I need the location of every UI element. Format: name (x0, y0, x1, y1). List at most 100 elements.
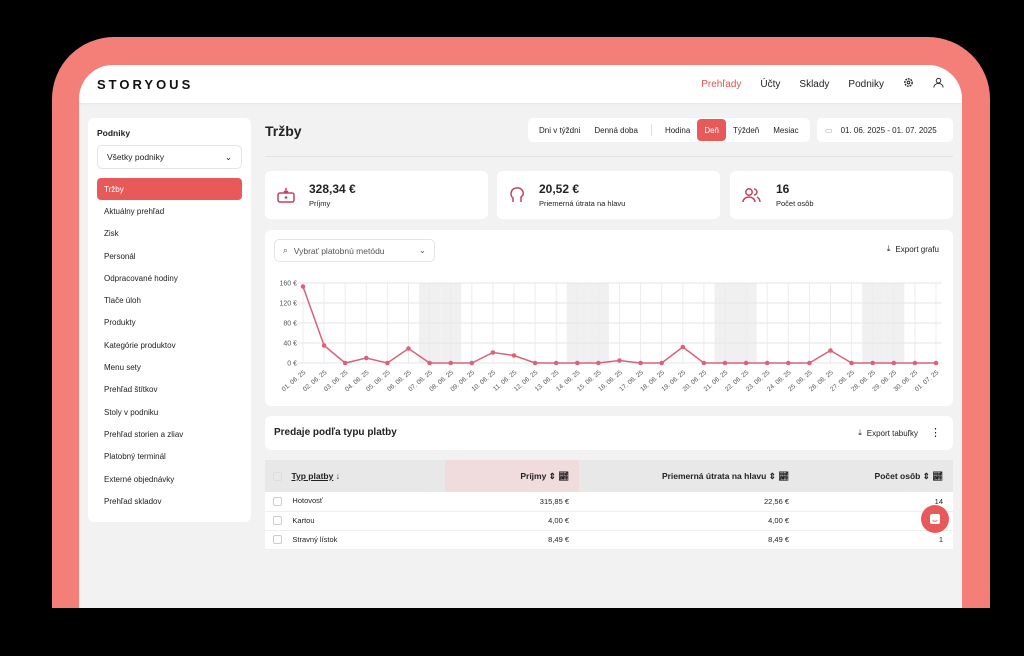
data-point (828, 348, 833, 353)
nav-podniky[interactable]: Podniky (848, 78, 884, 90)
chart-icon[interactable]: 📈︎ (778, 470, 789, 481)
kpi-guests: 16 Počet osôb (730, 171, 953, 219)
divider (265, 156, 953, 157)
nav-ucty[interactable]: Účty (760, 78, 781, 90)
table-row[interactable]: Stravný lístok 8,49 € 8,49 € 1 (265, 530, 953, 550)
table-cell: Kartou (265, 511, 445, 531)
sidebar-item[interactable]: Stoly v podniku (104, 407, 159, 417)
data-point (786, 360, 791, 366)
sidebar-item[interactable]: Tržby (97, 178, 242, 201)
data-point (617, 358, 622, 363)
segment-den[interactable]: Deň (697, 119, 726, 141)
table-cell: 14 (799, 492, 953, 512)
col-avg-spend[interactable]: Priemerná útrata na hlavu ⇕ 📈︎ (579, 460, 799, 492)
date-range-value: 01. 06. 2025 - 01. 07. 2025 (840, 125, 937, 135)
sidebar-item[interactable]: Odpracované hodiny (104, 273, 178, 283)
user-icon[interactable] (933, 77, 944, 91)
row-checkbox[interactable] (273, 497, 282, 506)
sidebar-item[interactable]: Prehľad storien a zliav (104, 429, 184, 439)
kpi-avg-spend: 20,52 € Priemerná útrata na hlavu (497, 171, 720, 219)
data-point (933, 360, 939, 366)
export-table-label: Export tabuľky (866, 428, 918, 438)
y-tick-label: 40 € (283, 341, 297, 348)
export-chart-label: Export grafu (895, 244, 939, 254)
y-tick-label: 160 € (279, 281, 297, 288)
data-point (743, 360, 749, 366)
row-checkbox[interactable] (273, 535, 282, 545)
col-payment-type[interactable]: Typ platby ↓ (265, 460, 445, 492)
cell-text: 315,85 € (539, 496, 569, 506)
cell-text: 4,00 € (768, 516, 789, 525)
kpi-value: 16 (776, 182, 790, 196)
gear-icon[interactable] (903, 77, 914, 91)
table-cell: 1 (799, 530, 953, 550)
chat-button[interactable] (921, 505, 949, 533)
row-checkbox[interactable] (273, 516, 282, 526)
table-cell: 22,56 € (579, 492, 799, 512)
calendar-icon: ▭ (825, 125, 833, 135)
cash-register-icon (277, 188, 295, 203)
data-point (553, 360, 559, 366)
chat-icon (930, 514, 940, 524)
cell-text: 8,49 € (768, 535, 789, 544)
col-guests[interactable]: Počet osôb ⇕ 📈︎ (799, 460, 953, 492)
sidebar-item[interactable]: Tlače úloh (104, 296, 141, 306)
col-revenue[interactable]: Príjmy ⇕ 📈︎ (445, 460, 579, 492)
cell-text: Hotovosť (292, 496, 323, 506)
table-cell: Hotovosť (265, 492, 445, 512)
kpi-label: Priemerná útrata na hlavu (539, 199, 626, 208)
sidebar-item[interactable]: Prehľad štítkov (104, 385, 158, 395)
download-icon: ⤓ (886, 244, 891, 253)
table-row[interactable]: Kartou 4,00 € 4,00 € 1 (265, 511, 953, 531)
sidebar-item[interactable]: Menu sety (104, 363, 141, 373)
data-point (427, 360, 432, 366)
segment-dni-v-tyzdni[interactable]: Dni v týždni (539, 125, 581, 135)
sidebar-item[interactable]: Kategórie produktov (104, 340, 176, 350)
sidebar-item[interactable]: Zisk (104, 229, 119, 239)
data-point (680, 344, 686, 350)
nav-prehlady[interactable]: Prehľady (701, 78, 742, 90)
table-row[interactable]: Hotovosť 315,85 € 22,56 € 14 (265, 492, 953, 512)
data-point (469, 360, 475, 366)
granularity-segment: Dni v týždni Denná doba Hodina Deň Týžde… (528, 118, 810, 142)
segment-mesiac[interactable]: Mesiac (773, 125, 799, 135)
data-point (891, 360, 897, 366)
more-options-icon[interactable]: ⋮ (930, 427, 941, 439)
chevron-down-icon: ⌄ (418, 245, 426, 255)
payment-method-placeholder: Vybrať platobnú metódu (293, 245, 385, 256)
revenue-chart-card: ⌕ Vybrať platobnú metódu ⌄ ⤓ Export grafu 0… (265, 230, 953, 406)
download-icon: ⤓ (858, 428, 862, 437)
table-cell: 315,85 € (445, 492, 579, 512)
y-tick-label: 80 € (283, 321, 297, 328)
sidebar-item[interactable]: Platobný terminál (104, 452, 166, 462)
date-range-picker[interactable]: ▭ 01. 06. 2025 - 01. 07. 2025 (817, 118, 953, 142)
segment-hodina[interactable]: Hodina (664, 125, 691, 135)
search-icon: ⌕ (283, 245, 288, 255)
data-point (849, 360, 854, 366)
venue-select[interactable]: Všetky podniky ⌄ (97, 145, 242, 169)
export-chart-button[interactable]: ⤓ Export grafu (887, 244, 939, 254)
app-window: STORYOUS Prehľady Účty Sklady Podniky Po… (79, 65, 962, 608)
sidebar-item[interactable]: Prehľad skladov (104, 496, 162, 506)
sidebar-item[interactable]: Personál (104, 251, 136, 261)
sidebar-item[interactable]: Externé objednávky (104, 474, 175, 484)
chart-icon[interactable]: 📈︎ (558, 470, 569, 481)
payment-method-select[interactable]: ⌕ Vybrať platobnú metódu ⌄ (274, 239, 435, 262)
select-all-checkbox[interactable] (273, 472, 282, 482)
data-point (870, 360, 875, 366)
data-point (596, 360, 601, 366)
chart-icon[interactable]: 📈︎ (932, 470, 943, 481)
cell-text: 22,56 € (763, 496, 789, 506)
data-point (638, 360, 643, 366)
col-label: Typ platby (291, 470, 334, 481)
data-point (575, 360, 580, 366)
sidebar-item[interactable]: Produkty (104, 318, 136, 328)
nav-sklady[interactable]: Sklady (799, 78, 830, 90)
segment-denna-doba[interactable]: Denná doba (594, 125, 638, 135)
cell-text: 14 (934, 496, 943, 506)
export-table-button[interactable]: ⤓ Export tabuľky (858, 428, 918, 438)
table-cell: 8,49 € (579, 530, 799, 550)
sidebar-item[interactable]: Aktuálny prehľad (104, 206, 165, 216)
data-point (807, 360, 812, 366)
segment-tyzden[interactable]: Týždeň (733, 125, 760, 135)
